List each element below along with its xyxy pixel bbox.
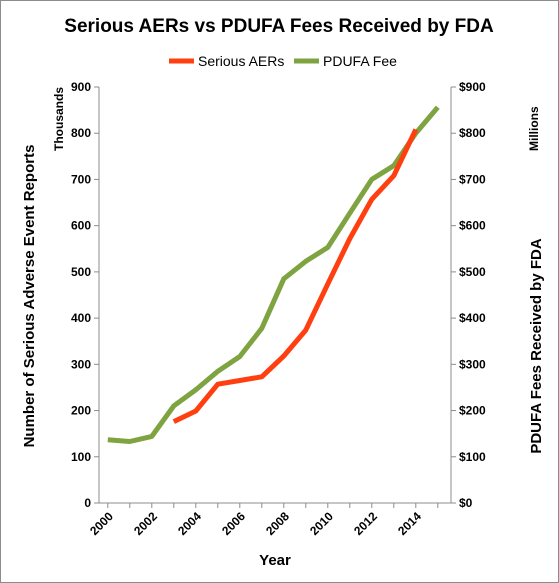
- left-tick-label: 600: [71, 219, 91, 233]
- series-line-pdufa-fee: [107, 105, 440, 444]
- left-axis-title: Number of Serious Adverse Event Reports: [21, 145, 38, 448]
- x-tick-label: 2002: [131, 509, 160, 538]
- right-axis-title: PDUFA Fees Received by FDA: [528, 238, 545, 454]
- right-tick-label: $400: [459, 311, 486, 325]
- x-tick-label: 2014: [395, 509, 424, 538]
- left-tick-label: 100: [71, 450, 91, 464]
- left-tick-label: 500: [71, 265, 91, 279]
- x-tick-label: 2006: [219, 509, 248, 538]
- right-tick-label: $500: [459, 265, 486, 279]
- legend: Serious AERs PDUFA Fee: [169, 53, 397, 69]
- x-tick-label: 2008: [263, 509, 292, 538]
- x-tick-labels: 2000 2002 2004 2006 2008 2010 2012 2014: [87, 509, 424, 538]
- left-tick-labels: 0 100 200 300 400 500 600 700 800 900: [71, 80, 91, 510]
- x-tick-label: 2010: [307, 509, 336, 538]
- right-tick-label: $900: [459, 80, 486, 94]
- left-tick-label: 300: [71, 357, 91, 371]
- left-tick-label: 700: [71, 172, 91, 186]
- right-tick-labels: $0 $100 $200 $300 $400 $500 $600 $700 $800 $900: [459, 80, 486, 510]
- x-tick-label: 2004: [175, 509, 204, 538]
- series-lines: [107, 105, 440, 444]
- left-tick-label: 400: [71, 311, 91, 325]
- legend-label-serious-aers: Serious AERs: [198, 53, 284, 69]
- right-unit-label: Millions: [527, 106, 541, 151]
- x-tick-label: 2012: [351, 509, 380, 538]
- right-tick-label: $100: [459, 450, 486, 464]
- x-tick-label: 2000: [87, 509, 116, 538]
- right-tick-label: $600: [459, 219, 486, 233]
- x-axis-title: Year: [259, 552, 291, 569]
- legend-label-pdufa-fee: PDUFA Fee: [323, 53, 397, 69]
- left-tick-label: 900: [71, 80, 91, 94]
- right-tick-label: $200: [459, 404, 486, 418]
- right-tick-label: $800: [459, 126, 486, 140]
- left-tick-label: 800: [71, 126, 91, 140]
- right-tick-label: $700: [459, 172, 486, 186]
- right-tick-label: $300: [459, 357, 486, 371]
- series-line-serious-aers: [172, 128, 419, 424]
- axes: [94, 86, 456, 508]
- left-unit-label: Thousands: [52, 87, 66, 151]
- left-tick-label: 200: [71, 404, 91, 418]
- chart-title: Serious AERs vs PDUFA Fees Received by F…: [64, 16, 494, 37]
- right-tick-label: $0: [459, 496, 473, 510]
- left-tick-label: 0: [84, 496, 91, 510]
